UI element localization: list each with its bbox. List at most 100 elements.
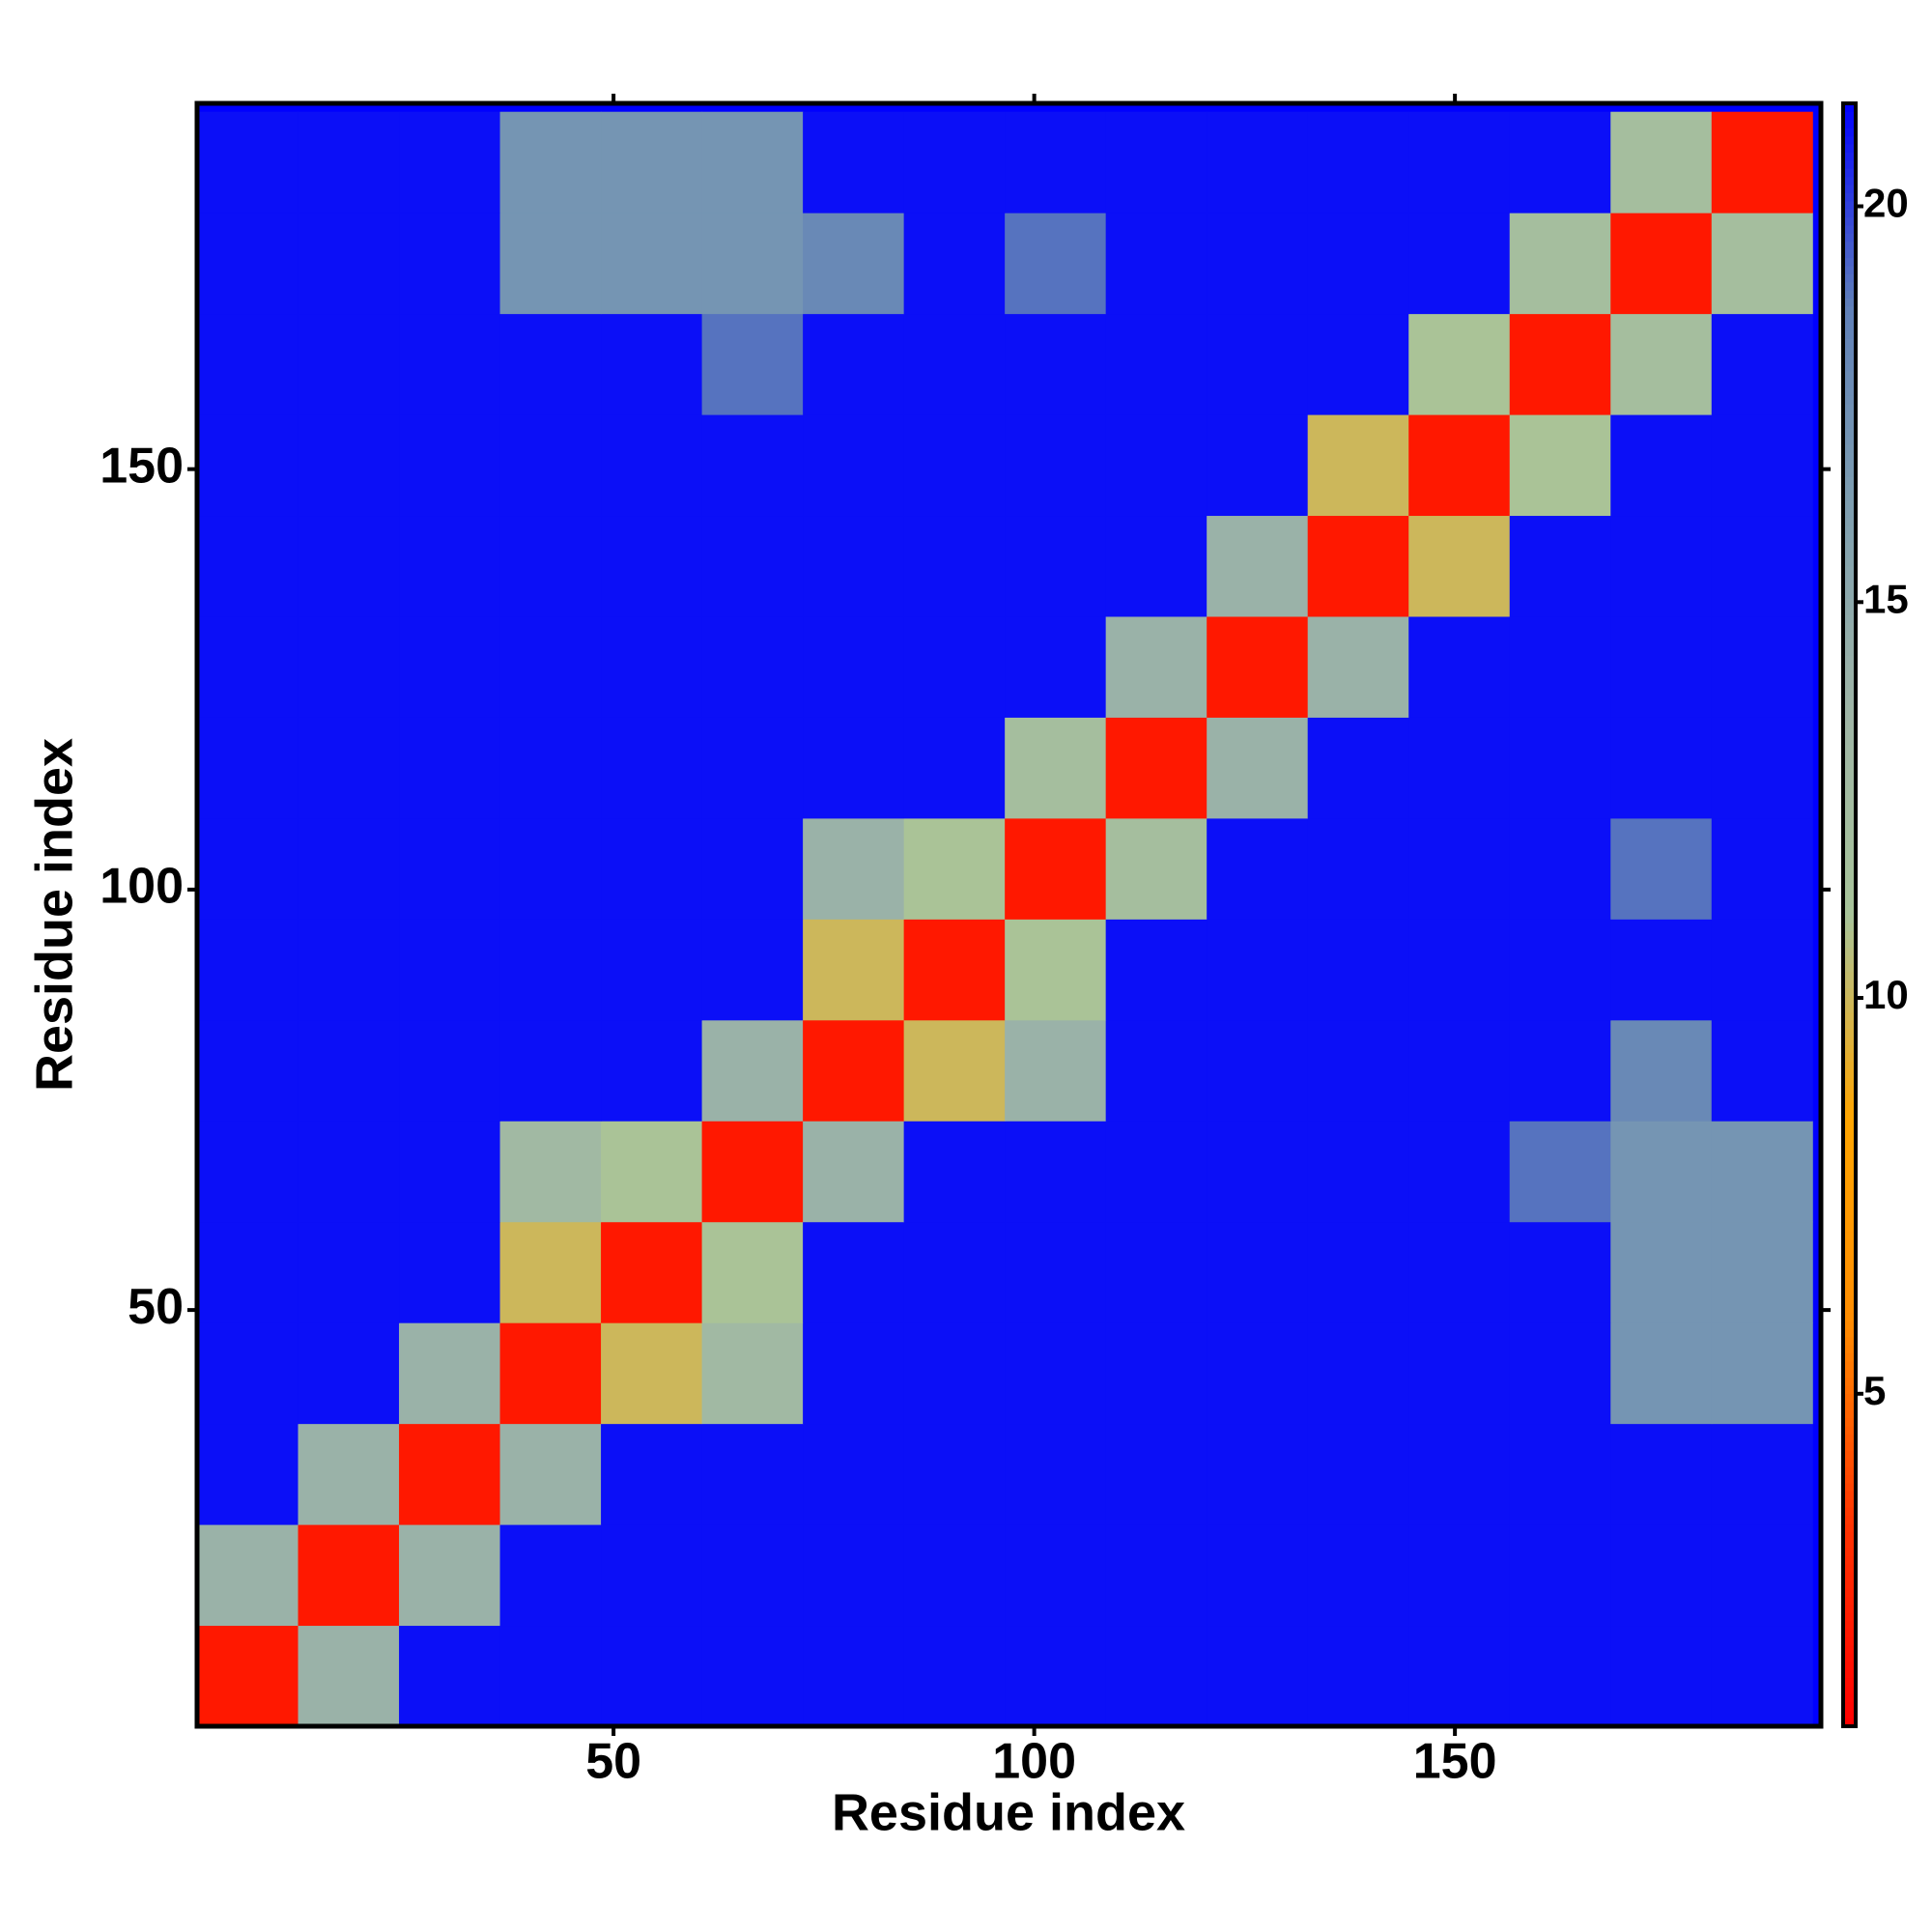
colorbar-segment [1843, 1271, 1856, 1281]
heatmap-cell [499, 515, 602, 617]
heatmap-cell [1610, 919, 1713, 1021]
y-axis-title: Residue index [25, 738, 83, 1092]
colorbar-segment [1843, 1020, 1856, 1030]
heatmap-cell [1105, 817, 1208, 920]
heatmap-cell [1509, 213, 1611, 315]
colorbar-segment [1843, 403, 1856, 412]
heatmap-cell [701, 1322, 804, 1425]
heatmap-cell [1711, 313, 1813, 415]
heatmap-cell [1105, 213, 1208, 315]
heatmap-cell [1509, 1524, 1611, 1627]
heatmap-cell [499, 313, 602, 415]
colorbar-segment [1843, 1693, 1856, 1703]
colorbar-frame [1841, 101, 1858, 1728]
colorbar-segment [1843, 1336, 1856, 1346]
heatmap-cell [1307, 1322, 1409, 1425]
heatmap-cell [1610, 414, 1713, 517]
colorbar-segment [1843, 1515, 1856, 1524]
heatmap-cell [1408, 111, 1511, 213]
heatmap-cell [1005, 1524, 1107, 1627]
colorbar-segment [1843, 338, 1856, 348]
colorbar-segment [1843, 1645, 1856, 1654]
colorbar-segment [1843, 1004, 1856, 1013]
heatmap-cell [197, 717, 299, 819]
heatmap-cell [701, 213, 804, 315]
colorbar-segment [1843, 347, 1856, 355]
heatmap-cell [1005, 1625, 1107, 1727]
colorbar-segment [1843, 768, 1856, 778]
colorbar-segment [1843, 866, 1856, 875]
heatmap-cell [1610, 1423, 1713, 1525]
colorbar-segment [1843, 930, 1856, 940]
heatmap-cell [1307, 1019, 1409, 1122]
colorbar-segment [1843, 1214, 1856, 1224]
heatmap-cell [298, 817, 400, 920]
colorbar-segment [1843, 1223, 1856, 1233]
heatmap-cell [1610, 515, 1713, 617]
heatmap-cell [903, 1121, 1006, 1223]
heatmap-cell [803, 919, 905, 1021]
colorbar-segment [1843, 1636, 1856, 1646]
heatmap-cell [1005, 1019, 1107, 1122]
heatmap-cell [298, 1524, 400, 1627]
colorbar-segment [1843, 1442, 1856, 1451]
colorbar-segment [1843, 200, 1856, 210]
heatmap-cell [701, 615, 804, 718]
colorbar-segment [1843, 1539, 1856, 1548]
colorbar-segment [1843, 135, 1856, 145]
colorbar-segment [1843, 111, 1856, 121]
heatmap-cell [1105, 313, 1208, 415]
heatmap-cell [1105, 1625, 1208, 1727]
colorbar-segment [1843, 355, 1856, 364]
heatmap-cell [1207, 1625, 1309, 1727]
colorbar-segment [1843, 744, 1856, 753]
colorbar-segment [1843, 1402, 1856, 1410]
colorbar-tick-label: 20 [1863, 181, 1909, 226]
heatmap-cell [499, 1121, 602, 1223]
heatmap-cell [1307, 213, 1409, 315]
heatmap-cell [1610, 1121, 1713, 1223]
colorbar-segment [1843, 1458, 1856, 1467]
heatmap-cell [1207, 919, 1309, 1021]
heatmap-cell [601, 1625, 703, 1727]
heatmap-cell [1408, 1019, 1511, 1122]
heatmap-cell [601, 414, 703, 517]
colorbar-segment [1843, 1588, 1856, 1598]
colorbar-segment [1843, 233, 1856, 242]
heatmap-cell [803, 817, 905, 920]
heatmap-cell [1610, 213, 1713, 315]
heatmap-cell [1005, 1221, 1107, 1323]
colorbar-segment [1843, 1345, 1856, 1354]
heatmap-cell [903, 213, 1006, 315]
heatmap-cell [903, 111, 1006, 213]
colorbar-segment [1843, 192, 1856, 202]
heatmap-cell [1509, 615, 1611, 718]
heatmap-cell [1509, 1322, 1611, 1425]
heatmap-cell [903, 817, 1006, 920]
heatmap-cell [399, 111, 501, 213]
heatmap-cell [499, 717, 602, 819]
heatmap-cell [197, 1322, 299, 1425]
colorbar-segment [1843, 1304, 1856, 1314]
heatmap-cell [1408, 1524, 1511, 1627]
colorbar-segment [1843, 1483, 1856, 1492]
colorbar-segment [1843, 1182, 1856, 1192]
heatmap-cell [1307, 1524, 1409, 1627]
colorbar-segment [1843, 1199, 1856, 1208]
heatmap-cell [499, 1019, 602, 1122]
heatmap-cell [399, 313, 501, 415]
heatmap-cell [298, 1423, 400, 1525]
colorbar-segment [1843, 1312, 1856, 1321]
heatmap-cell [803, 1524, 905, 1627]
colorbar-segment [1843, 1491, 1856, 1500]
heatmap-cell [1610, 1019, 1713, 1122]
colorbar-segment [1843, 1450, 1856, 1460]
colorbar-segment [1843, 1701, 1856, 1711]
colorbar-segment [1843, 1361, 1856, 1370]
colorbar-segment [1843, 703, 1856, 713]
heatmap-cell [803, 111, 905, 213]
heatmap-cell [1005, 615, 1107, 718]
colorbar-segment [1843, 1044, 1856, 1054]
heatmap-cell [298, 414, 400, 517]
colorbar-segment [1843, 687, 1856, 696]
